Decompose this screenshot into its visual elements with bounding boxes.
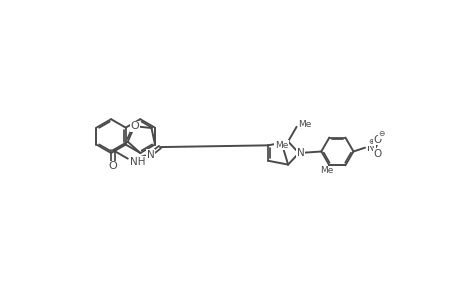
Text: O: O [372, 135, 381, 145]
Text: ⊕: ⊕ [367, 137, 374, 146]
Text: N: N [146, 150, 154, 160]
Text: Me: Me [297, 120, 311, 129]
Text: ⊖: ⊖ [378, 129, 384, 138]
Text: NH: NH [130, 157, 145, 167]
Text: O: O [372, 149, 381, 159]
Text: O: O [130, 121, 139, 131]
Text: O: O [108, 161, 117, 171]
Text: Me: Me [319, 166, 333, 175]
Text: Me: Me [274, 141, 287, 150]
Text: N: N [296, 148, 304, 158]
Text: N: N [367, 143, 374, 153]
